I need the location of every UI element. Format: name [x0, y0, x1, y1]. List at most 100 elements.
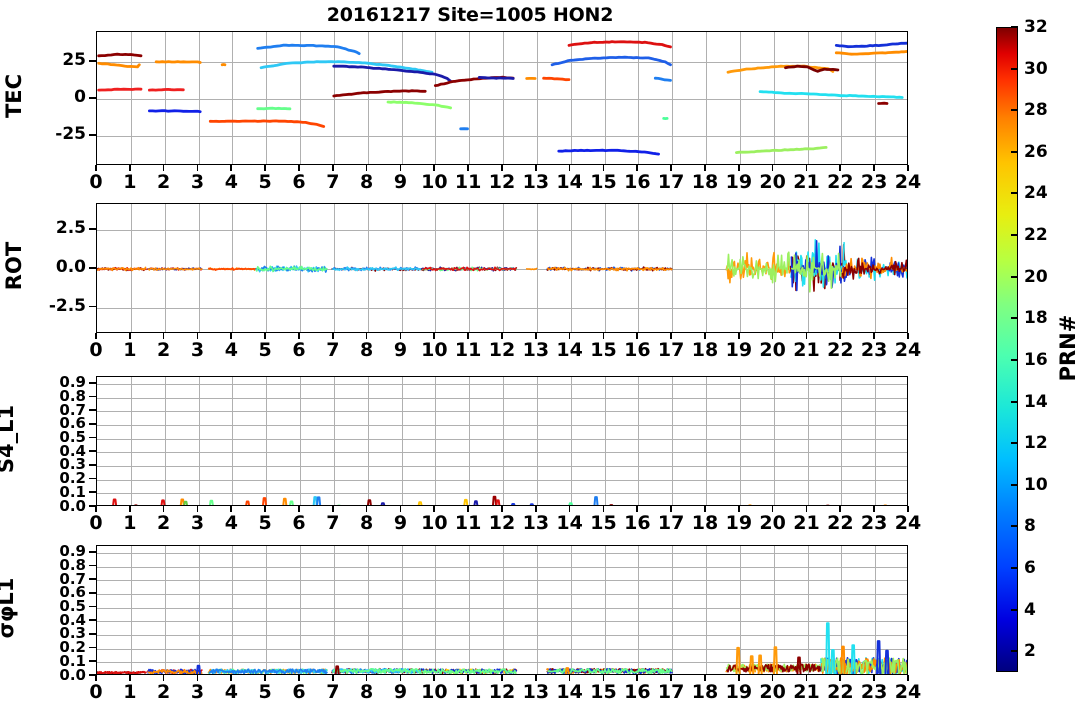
x-tick-mark: [196, 675, 199, 681]
x-tick-label: 21: [793, 681, 820, 703]
colorbar-tick-mark: [1011, 150, 1018, 153]
x-tick-mark: [907, 675, 909, 681]
x-tick-label: 8: [360, 512, 374, 534]
gridline-vertical: [536, 204, 538, 332]
x-tick-mark: [399, 165, 402, 171]
x-tick-mark: [128, 333, 131, 339]
gridline-vertical: [266, 546, 268, 674]
data-line: [147, 668, 203, 674]
data-line: [332, 64, 453, 83]
series-layer: [97, 238, 907, 293]
colorbar-tick-label: 22: [1024, 225, 1048, 246]
data-line: [834, 41, 907, 49]
x-tick-mark: [162, 165, 165, 171]
gridline-horizontal: [97, 424, 907, 426]
x-tick-mark: [839, 506, 842, 512]
gridline-vertical: [469, 546, 471, 674]
gridline-vertical: [198, 546, 200, 674]
x-tick-label: 0: [89, 339, 103, 361]
x-tick-label: 21: [793, 512, 820, 534]
x-tick-mark: [95, 165, 97, 171]
gridline-vertical: [536, 32, 538, 164]
gridline-vertical: [130, 546, 132, 674]
x-tick-label: 15: [590, 681, 617, 703]
y-tick-mark: [89, 228, 96, 231]
x-tick-mark: [534, 675, 537, 681]
x-tick-label: 20: [759, 512, 786, 534]
data-line: [183, 500, 188, 505]
data-line: [245, 500, 251, 505]
gridline-vertical: [130, 377, 132, 505]
x-tick-mark: [704, 165, 706, 171]
colorbar: [996, 27, 1018, 672]
gridline-vertical: [706, 377, 707, 505]
x-tick-label: 6: [292, 171, 306, 193]
data-line: [179, 498, 185, 505]
x-tick-mark: [365, 165, 368, 171]
data-line: [422, 668, 517, 674]
x-tick-label: 22: [827, 681, 854, 703]
x-tick-mark: [805, 675, 808, 681]
gridline-vertical: [841, 377, 843, 505]
y-tick-label: 0.8: [59, 556, 86, 575]
y-tick-label: -2.5: [48, 295, 86, 316]
y-tick-mark: [89, 564, 96, 567]
gridline-vertical: [875, 546, 877, 674]
x-tick-label: 6: [292, 681, 306, 703]
x-tick-label: 2: [157, 171, 171, 193]
colorbar-tick-mark: [1011, 192, 1018, 195]
x-tick-mark: [467, 165, 469, 171]
x-tick-mark: [467, 506, 469, 512]
gridline-vertical: [706, 204, 707, 332]
gridline-vertical: [232, 32, 234, 164]
colorbar-tick-label: 10: [1024, 474, 1048, 495]
y-tick-label: 0.0: [59, 496, 86, 515]
y-tick-mark: [89, 267, 96, 269]
gridline-vertical: [672, 546, 674, 674]
data-line: [134, 504, 138, 505]
x-tick-mark: [568, 165, 571, 171]
gridline-vertical: [469, 204, 471, 332]
x-tick-label: 17: [657, 339, 685, 361]
data-line: [208, 499, 214, 505]
data-line: [97, 52, 143, 58]
x-tick-label: 6: [292, 339, 306, 361]
x-tick-label: 24: [894, 681, 922, 703]
x-tick-mark: [264, 165, 266, 171]
data-line: [850, 644, 856, 674]
data-line: [195, 664, 202, 674]
x-tick-label: 9: [393, 681, 408, 703]
x-tick-mark: [534, 506, 537, 512]
x-tick-mark: [331, 506, 334, 512]
x-tick-label: 0: [89, 681, 103, 703]
gridline-vertical: [807, 32, 809, 164]
gridline-horizontal: [97, 552, 907, 554]
y-tick-mark: [89, 477, 96, 480]
x-tick-label: 21: [793, 171, 820, 193]
x-tick-label: 3: [190, 681, 205, 703]
y-tick-mark: [89, 578, 96, 580]
x-tick-label: 5: [258, 339, 272, 361]
x-tick-mark: [568, 506, 571, 512]
x-tick-label: 13: [522, 339, 550, 361]
x-tick-label: 11: [454, 339, 482, 361]
gridline-horizontal: [97, 307, 907, 309]
data-line: [790, 252, 845, 293]
gridline-vertical: [367, 546, 369, 674]
x-tick-mark: [873, 333, 875, 339]
gridline-vertical: [401, 32, 403, 164]
x-tick-mark: [670, 333, 672, 339]
x-tick-label: 10: [421, 512, 448, 534]
data-line: [154, 60, 202, 64]
y-axis-label-rot: ROT: [2, 241, 26, 291]
x-tick-label: 13: [522, 681, 550, 703]
data-line: [312, 496, 318, 505]
x-tick-label: 19: [725, 171, 753, 193]
gridline-vertical: [841, 546, 843, 674]
y-tick-label: 0.9: [59, 373, 86, 392]
x-tick-mark: [331, 333, 334, 339]
data-line: [830, 649, 836, 674]
gridline-vertical: [164, 32, 166, 164]
data-line: [473, 500, 479, 505]
x-tick-mark: [907, 165, 909, 171]
